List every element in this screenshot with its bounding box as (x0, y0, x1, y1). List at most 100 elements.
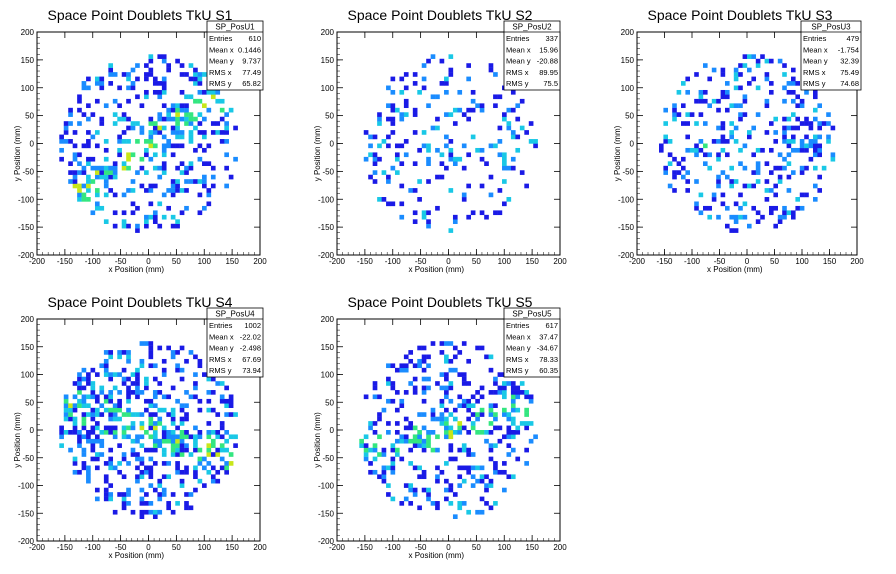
bin-cell (377, 143, 382, 149)
bin-cell (157, 81, 163, 86)
bin-cell (72, 152, 78, 158)
stats-value: 74.68 (840, 79, 859, 88)
bin-cell (452, 430, 458, 435)
bin-cell (448, 367, 454, 373)
bin-cell (502, 390, 507, 395)
stats-label: Mean y (209, 57, 234, 66)
bin-cell (117, 134, 122, 140)
bin-cell (435, 501, 440, 506)
bin-cell (135, 94, 140, 100)
bin-cell (152, 376, 158, 382)
bin-cell (139, 390, 145, 395)
bin-cell (372, 394, 378, 400)
bin-cell (126, 165, 131, 171)
bin-cell (206, 469, 212, 475)
bin-cell (139, 456, 145, 462)
bin-cell (372, 134, 378, 140)
bin-cell (444, 434, 449, 440)
bin-cell (130, 425, 136, 431)
stats-label: Mean y (506, 344, 531, 353)
bin-cell (795, 147, 800, 153)
bin-cell (769, 58, 774, 64)
bin-cell (448, 443, 454, 448)
bin-cell (170, 509, 176, 515)
bin-cell (524, 412, 529, 417)
bin-cell (193, 81, 198, 86)
bin-cell (170, 223, 176, 229)
bin-cell (381, 447, 387, 453)
bin-cell (738, 112, 743, 117)
bin-cell (206, 390, 212, 395)
bin-cell (479, 210, 485, 216)
bin-cell (435, 116, 440, 122)
x-tick-label: 0 (146, 543, 151, 552)
bin-cell (103, 398, 109, 404)
bin-cell (457, 425, 463, 431)
bin-cell (448, 412, 454, 417)
bin-cell (170, 107, 176, 113)
bin-cell (72, 430, 78, 435)
bin-cell (184, 469, 189, 475)
bin-cell (175, 165, 180, 171)
bin-cell (479, 509, 485, 515)
bin-cell (729, 183, 734, 189)
bin-cell (733, 214, 739, 220)
bin-cell (197, 461, 203, 466)
bin-cell (188, 350, 194, 355)
bin-cell (135, 385, 140, 391)
bin-cell (663, 121, 668, 126)
bin-cell (786, 139, 792, 144)
bin-cell (484, 487, 489, 493)
x-tick-label: 150 (225, 257, 239, 266)
x-tick-label: -50 (115, 543, 127, 552)
bin-cell (152, 514, 158, 519)
bin-cell (795, 81, 800, 86)
bin-cell (533, 434, 538, 440)
bin-cell (135, 456, 140, 462)
bin-cell (510, 421, 516, 426)
bin-cell (720, 201, 726, 207)
bin-cell (716, 183, 721, 189)
bin-cell (390, 76, 396, 82)
bin-cell (817, 134, 822, 140)
bin-cell (77, 443, 82, 448)
bin-cell (166, 438, 171, 444)
bin-cell (152, 421, 158, 426)
bin-cell (738, 103, 743, 109)
bin-cell (103, 487, 109, 493)
bin-cell (729, 103, 734, 109)
bin-cell (157, 89, 163, 95)
bin-cell (698, 210, 704, 216)
bin-cell (479, 394, 485, 400)
bin-cell (219, 107, 225, 113)
bin-cell (94, 205, 100, 211)
stats-value: 617 (545, 321, 558, 330)
bin-cell (175, 452, 180, 457)
bin-cell (108, 425, 114, 431)
bin-cell (161, 430, 167, 435)
bin-cell (773, 139, 778, 144)
bin-cell (390, 469, 396, 475)
stats-label: RMS y (506, 79, 529, 88)
bin-cell (63, 139, 69, 144)
bin-cell (725, 89, 730, 95)
bin-cell (68, 412, 73, 417)
bin-cell (152, 81, 158, 86)
bin-cell (363, 456, 369, 462)
bin-cell (475, 103, 480, 109)
bin-cell (515, 430, 521, 435)
bin-cell (390, 103, 396, 109)
bin-cell (381, 465, 387, 471)
bin-cell (444, 394, 449, 400)
bin-cell (720, 147, 726, 153)
bin-cell (703, 121, 708, 126)
bin-cell (769, 147, 774, 153)
bin-cell (197, 358, 203, 364)
bin-cell (524, 421, 529, 426)
bin-cell (139, 341, 145, 346)
bin-cell (188, 130, 194, 135)
bin-cell (742, 112, 748, 117)
bin-cell (68, 170, 73, 175)
y-tick-label: -200 (618, 251, 635, 260)
bin-cell (733, 125, 739, 131)
